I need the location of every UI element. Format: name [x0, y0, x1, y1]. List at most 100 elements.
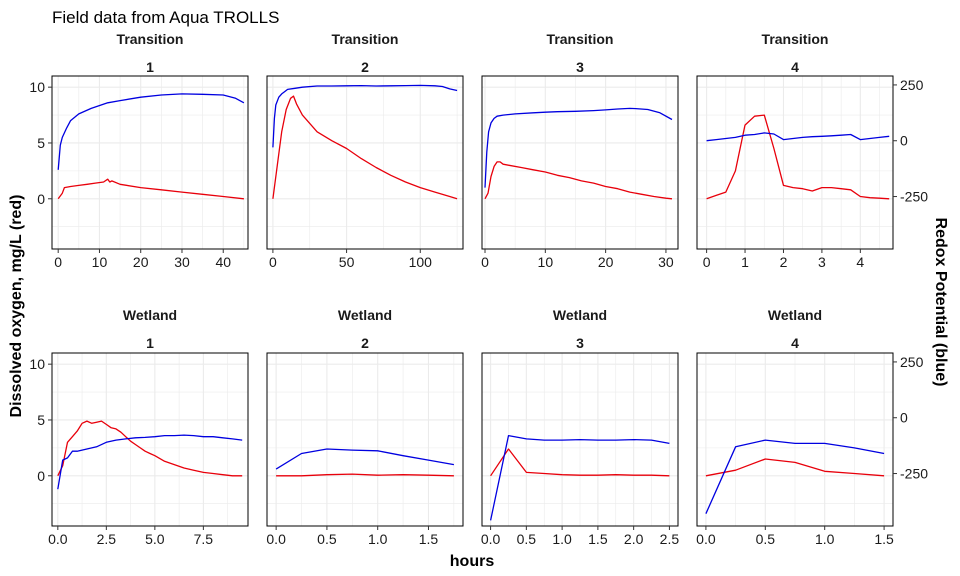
- facet-strip-index: 1: [146, 59, 154, 75]
- panel-border: [266, 75, 464, 250]
- x-tick-label: 2: [780, 254, 788, 270]
- x-tick-label: 10: [92, 254, 108, 270]
- y-right-tick-label: 0: [900, 410, 908, 426]
- redox-series-line: [275, 448, 455, 470]
- oxygen-series-line: [57, 178, 244, 200]
- facet-strip-group: Wetland: [553, 307, 607, 323]
- x-tick-label: 1.0: [368, 531, 388, 547]
- oxygen-series-line: [272, 95, 458, 200]
- facet-strip-group: Wetland: [338, 307, 392, 323]
- x-tick-label: 2.0: [624, 531, 644, 547]
- x-tick-label: 30: [658, 254, 674, 270]
- x-tick-label: 1.5: [874, 531, 894, 547]
- y-left-tick-label: 10: [29, 356, 45, 372]
- panel-border: [51, 75, 249, 250]
- x-tick-label: 1: [741, 254, 749, 270]
- panel-background: [267, 76, 463, 249]
- oxygen-series-line: [490, 448, 670, 477]
- x-tick-label: 0.5: [756, 531, 776, 547]
- y-right-axis-label: Redox Potential (blue): [932, 218, 949, 387]
- panel-border: [266, 352, 464, 527]
- panel-border: [481, 75, 679, 250]
- redox-series-line: [57, 434, 243, 490]
- facet-panel: Transition 4 0 1 2 3 4 -250 0 250: [696, 31, 928, 270]
- facet-strip-group: Wetland: [768, 307, 822, 323]
- chart-title: Field data from Aqua TROLLS: [52, 8, 279, 27]
- redox-series-line: [272, 84, 458, 148]
- oxygen-series-line: [705, 458, 885, 477]
- y-left-tick-label: 0: [37, 191, 45, 207]
- x-tick-label: 7.5: [194, 531, 214, 547]
- x-tick-label: 10: [538, 254, 554, 270]
- oxygen-series-line: [706, 114, 890, 200]
- x-tick-label: 0: [703, 254, 711, 270]
- panel-border: [696, 75, 894, 250]
- x-tick-label: 0.5: [517, 531, 537, 547]
- facet-strip-group: Transition: [762, 31, 829, 47]
- facet-strip-index: 3: [576, 59, 584, 75]
- x-tick-label: 3: [818, 254, 826, 270]
- y-left-tick-label: 5: [37, 135, 45, 151]
- redox-series-line: [705, 439, 885, 514]
- x-tick-label: 2.5: [97, 531, 117, 547]
- y-right-tick-label: -250: [900, 189, 928, 205]
- x-tick-label: 0.0: [696, 531, 716, 547]
- y-left-tick-label: 5: [37, 412, 45, 428]
- x-tick-label: 30: [174, 254, 190, 270]
- x-tick-label: 0.0: [266, 531, 286, 547]
- facet-strip-index: 2: [361, 335, 369, 351]
- y-left-tick-label: 0: [37, 468, 45, 484]
- y-left-axis-label: Dissolved oxygen, mg/L (red): [8, 195, 25, 418]
- facet-strip-group: Transition: [332, 31, 399, 47]
- x-tick-label: 1.0: [552, 531, 572, 547]
- y-left-tick-label: 10: [29, 79, 45, 95]
- x-tick-label: 1.5: [588, 531, 608, 547]
- redox-series-line: [489, 434, 670, 521]
- panel-border: [481, 352, 679, 527]
- y-right-tick-label: 250: [900, 354, 924, 370]
- y-right-tick-label: 250: [900, 77, 924, 93]
- x-tick-label: 5.0: [145, 531, 165, 547]
- panel-background: [52, 76, 248, 249]
- facet-strip-group: Wetland: [123, 307, 177, 323]
- x-tick-label: 0.0: [48, 531, 68, 547]
- x-tick-label: 20: [598, 254, 614, 270]
- x-tick-label: 0.5: [317, 531, 337, 547]
- oxygen-series-line: [276, 473, 454, 477]
- panel-border: [696, 352, 894, 527]
- x-tick-label: 20: [133, 254, 149, 270]
- facet-panel: Wetland 2 0.0 0.5 1.0 1.5: [266, 307, 464, 547]
- facet-strip-index: 3: [576, 335, 584, 351]
- x-tick-label: 0: [481, 254, 489, 270]
- x-tick-label: 100: [409, 254, 433, 270]
- panel-background: [482, 76, 678, 249]
- panel-background: [697, 76, 893, 249]
- x-tick-label: 0: [54, 254, 62, 270]
- facet-strip-index: 4: [791, 59, 799, 75]
- x-tick-label: 1.0: [815, 531, 835, 547]
- oxygen-series-line: [484, 161, 673, 200]
- redox-series-line: [484, 107, 673, 188]
- x-tick-label: 50: [339, 254, 355, 270]
- x-tick-label: 4: [856, 254, 864, 270]
- x-tick-label: 40: [215, 254, 231, 270]
- facet-panel: Wetland 3 0.0 0.5 1.0 1.5 2.0 2.5: [481, 307, 680, 547]
- x-axis-label: hours: [450, 553, 495, 570]
- redox-series-line: [706, 132, 890, 142]
- panel-background: [267, 353, 463, 526]
- x-tick-label: 2.5: [660, 531, 680, 547]
- facet-strip-index: 4: [791, 335, 799, 351]
- x-tick-label: 0.0: [481, 531, 501, 547]
- facet-strip-index: 2: [361, 59, 369, 75]
- facet-panel: Wetland 4 0.0 0.5 1.0 1.5 -250 0 250: [696, 307, 928, 547]
- facet-strip-index: 1: [146, 335, 154, 351]
- facet-panel: Transition 2 0 50 100: [266, 31, 464, 270]
- y-right-tick-label: -250: [900, 466, 928, 482]
- y-right-tick-label: 0: [900, 133, 908, 149]
- redox-series-line: [57, 93, 245, 170]
- panel-border: [51, 352, 249, 527]
